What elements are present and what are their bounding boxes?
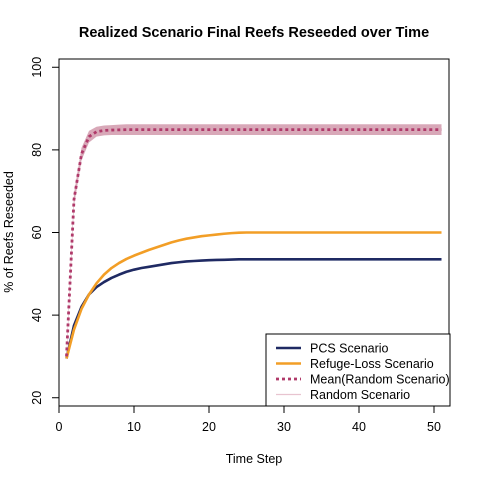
x-axis: 0 10 20 30 40 50 — [56, 405, 441, 434]
legend-label: Refuge-Loss Scenario — [310, 357, 434, 371]
legend-label: PCS Scenario — [310, 342, 389, 356]
series-line-refuge-loss-scenario — [65, 231, 442, 359]
y-tick-label: 100 — [30, 57, 44, 78]
y-axis-label: % of Reefs Reseeded — [2, 171, 16, 293]
x-tick-label: 10 — [127, 420, 141, 434]
y-tick-label: 80 — [30, 143, 44, 157]
y-tick-label: 20 — [30, 391, 44, 405]
x-tick-label: 30 — [277, 420, 291, 434]
lines-layer — [65, 128, 442, 359]
series-line-mean-random-scenario — [65, 128, 442, 357]
legend-label: Mean(Random Scenario) — [310, 373, 450, 387]
x-axis-label: Time Step — [226, 452, 283, 466]
y-tick-label: 60 — [30, 226, 44, 240]
legend-label: Random Scenario — [310, 388, 410, 402]
chart-title: Realized Scenario Final Reefs Reseeded o… — [79, 25, 429, 41]
series-line-pcs-scenario — [65, 258, 442, 359]
y-axis: 20 40 60 80 100 — [30, 57, 60, 405]
x-tick-label: 20 — [202, 420, 216, 434]
band-layer — [66, 124, 442, 361]
x-tick-label: 50 — [427, 420, 441, 434]
random-scenario-band — [66, 124, 442, 361]
y-tick-label: 40 — [30, 308, 44, 322]
x-tick-label: 40 — [352, 420, 366, 434]
x-tick-label: 0 — [56, 420, 63, 434]
